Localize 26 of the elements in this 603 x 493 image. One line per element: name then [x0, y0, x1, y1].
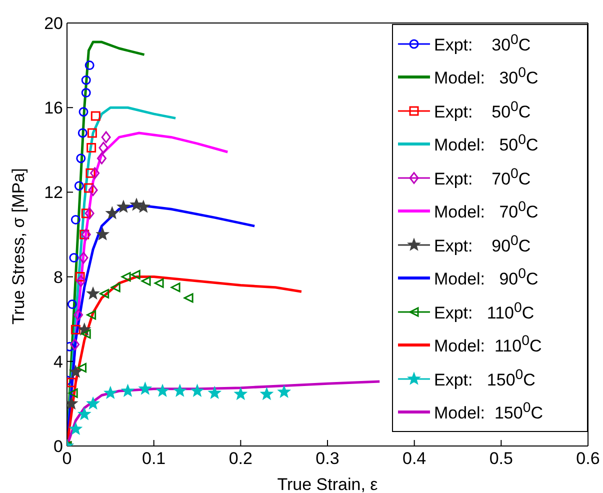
y-tick-label: 16	[44, 98, 63, 118]
legend-label: Model: 110$^{0}$C	[434, 333, 542, 358]
y-tick-label: 8	[54, 268, 63, 287]
y-tick-label: 20	[44, 14, 63, 34]
legend-label: Model: 150$^{0}$C	[434, 400, 543, 424]
legend-label: Model: 50$^{0}$C	[434, 132, 538, 156]
legend-label: Model: 70$^{0}$C	[434, 199, 538, 224]
x-tick-label: 0.3	[316, 449, 340, 468]
legend-label: Expt: 70$^{0}$C	[434, 166, 531, 190]
y-tick-label: 4	[54, 352, 63, 372]
x-axis-title: True Strain, ε	[277, 475, 378, 493]
legend-label: Model: 30$^{0}$C	[434, 65, 538, 90]
y-tick-label: 0	[54, 437, 63, 456]
legend-label: Expt: 110$^{0}$C	[434, 300, 534, 324]
x-tick-label: 0.4	[402, 449, 426, 468]
legend-label: Expt: 50$^{0}$C	[434, 98, 531, 123]
legend-label: Expt: 150$^{0}$C	[434, 366, 536, 391]
legend-label: Expt: 30$^{0}$C	[434, 32, 531, 56]
x-tick-label: 0.1	[142, 449, 166, 468]
x-tick-label: 0.6	[576, 449, 600, 468]
x-tick-label: 0.2	[228, 449, 252, 468]
legend-label: Model: 90$^{0}$C	[434, 266, 538, 290]
legend-label: Expt: 90$^{0}$C	[434, 232, 531, 257]
y-axis-title: True Stress, σ [MPa]	[9, 168, 28, 324]
x-tick-label: 0.5	[489, 449, 513, 468]
y-tick-label: 12	[44, 183, 63, 202]
